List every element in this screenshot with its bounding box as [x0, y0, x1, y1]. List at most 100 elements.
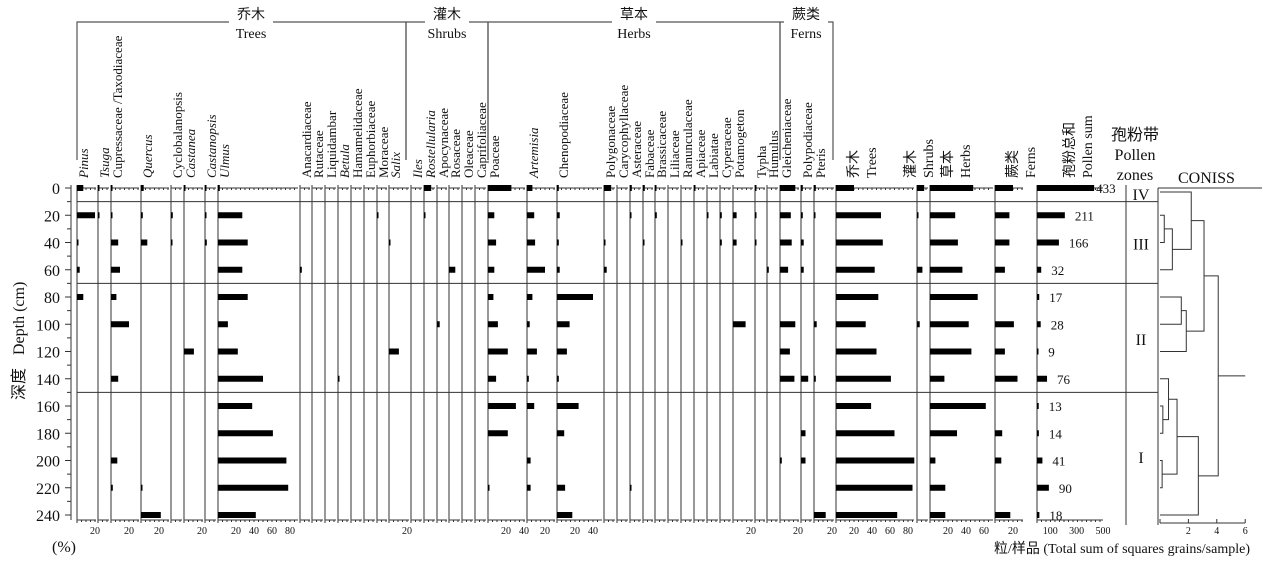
summary-bar — [917, 321, 920, 328]
group-label-en: Trees — [236, 27, 267, 42]
depth-tick-label: 220 — [36, 481, 60, 498]
taxon-label: Polygonaceae — [603, 106, 618, 178]
summary-bar — [836, 321, 866, 328]
dendrogram-link — [1198, 275, 1219, 477]
taxon-label: Ulmus — [217, 144, 232, 178]
taxon-bar — [630, 185, 632, 191]
summary-bar — [917, 212, 919, 219]
summary-bar — [930, 430, 957, 437]
taxon-label: Artemisia — [526, 127, 541, 179]
pollen-sum-label-en: Pollen sum — [1081, 115, 1096, 178]
taxon-bar — [814, 185, 816, 191]
tick-label: 40 — [961, 526, 971, 537]
summary-bar — [836, 348, 877, 355]
summary-bar — [930, 239, 958, 246]
summary-bar — [836, 212, 881, 219]
taxon-bar — [488, 321, 498, 328]
pollen-sum-bar — [1037, 430, 1039, 437]
taxon-bar — [111, 321, 129, 328]
tick-label: 60 — [885, 526, 895, 537]
taxon-bar — [655, 212, 657, 219]
depth-tick-label: 40 — [44, 236, 60, 253]
summary-bar — [836, 512, 898, 518]
depth-label-cn: 深度 — [10, 368, 28, 400]
taxon-label: Euphorbiaceae — [363, 101, 378, 178]
group-headers: 乔木 Trees 灌木 Shrubs 草本 Herbs 蕨类 Ferns — [76, 7, 834, 160]
depth-axis: 020406080100120140160180200220240深度Depth… — [10, 181, 1250, 557]
taxon-bar — [780, 185, 796, 191]
taxon-label: Cyclobalanopsis — [170, 92, 185, 178]
taxon-bar — [111, 294, 117, 300]
pollen-sum-bar — [1037, 403, 1039, 409]
taxon-bar — [424, 212, 426, 219]
summary-bar — [995, 266, 1005, 273]
taxon-bar — [655, 185, 657, 191]
pollen-sum-value: 76 — [1057, 372, 1071, 387]
taxon-bar — [814, 212, 816, 219]
tick-label: 40 — [519, 526, 529, 537]
taxon-bar — [604, 185, 612, 191]
taxon-bar — [814, 512, 826, 518]
pollen-sum-value: 90 — [1059, 481, 1072, 496]
depth-tick-label: 180 — [36, 426, 60, 443]
taxon-bar — [527, 484, 531, 491]
dendrogram-link — [1186, 220, 1205, 332]
summary-bar — [930, 185, 974, 191]
summary-bar — [917, 266, 923, 273]
tick-label: 20 — [570, 526, 580, 537]
taxon-label: Polypodiaceae — [800, 102, 815, 178]
summary-label-en: Shrubs — [922, 139, 937, 178]
taxon-bar — [557, 375, 559, 382]
taxon-bar — [111, 185, 113, 191]
taxon-bar — [205, 185, 207, 191]
taxon-bar — [801, 430, 806, 437]
taxon-bar — [77, 239, 79, 246]
tick-label: 20 — [1008, 526, 1018, 537]
taxon-label: Castanopsis — [204, 114, 219, 178]
taxon-bar — [77, 294, 84, 300]
taxon-label: Rosaceae — [448, 129, 463, 178]
taxon-bar — [643, 185, 645, 191]
taxon-label: Humulus — [766, 130, 781, 178]
taxon-bar — [707, 212, 709, 219]
depth-tick-label: 100 — [36, 317, 60, 334]
tick-label: 60 — [267, 526, 277, 537]
summary-bar — [930, 348, 972, 355]
tick-label: 80 — [285, 526, 295, 537]
depth-tick-label: 80 — [44, 290, 60, 307]
summary-bar — [836, 239, 883, 246]
summary-bar — [995, 212, 1010, 219]
taxon-label: Tsuga — [97, 147, 112, 178]
taxon-bar — [77, 266, 80, 273]
taxon-bar — [527, 403, 535, 409]
taxon-label: Apocynaceae — [436, 108, 451, 178]
taxon-bar — [77, 212, 95, 219]
tick-label: 20 — [231, 526, 241, 537]
taxon-bar — [557, 185, 559, 191]
depth-tick-label: 0 — [52, 181, 60, 198]
taxon-label: Rutaceae — [311, 130, 326, 178]
depth-tick-label: 200 — [36, 454, 60, 471]
taxon-bar — [681, 239, 683, 246]
taxon-label: Pteris — [813, 148, 828, 178]
summary-label-en: Ferns — [1024, 147, 1039, 178]
tick-label: 20 — [943, 526, 953, 537]
pollen-sum-bar — [1037, 348, 1039, 355]
taxon-label: Salix — [388, 152, 403, 178]
pollen-sum-bar — [1037, 239, 1059, 246]
taxon-bar — [488, 348, 508, 355]
tick-label: 40 — [867, 526, 877, 537]
taxon-bar — [218, 185, 220, 191]
depth-tick-label: 240 — [36, 508, 60, 525]
taxon-bar — [171, 212, 173, 219]
taxon-bar — [780, 348, 790, 355]
taxon-bar — [111, 375, 119, 382]
taxon-bar — [720, 212, 722, 219]
taxon-label: Castanea — [183, 128, 198, 178]
group-label-en: Shrubs — [428, 27, 467, 42]
tick-label: 100 — [1043, 526, 1058, 537]
